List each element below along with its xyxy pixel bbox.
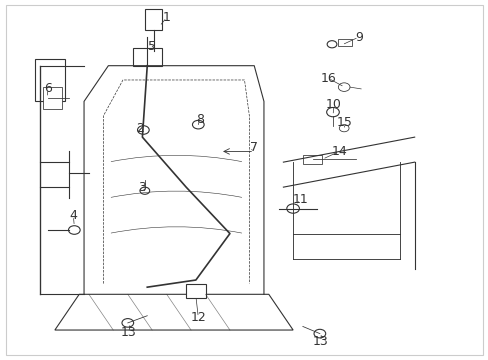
- Text: 13: 13: [312, 335, 328, 348]
- Text: 14: 14: [331, 145, 346, 158]
- Bar: [186, 284, 205, 298]
- Text: 13: 13: [121, 327, 136, 339]
- Bar: [42, 87, 62, 109]
- Bar: [132, 48, 162, 66]
- Text: 12: 12: [190, 311, 206, 324]
- Text: 5: 5: [148, 40, 156, 53]
- Text: 1: 1: [163, 11, 170, 24]
- Text: 4: 4: [69, 209, 77, 222]
- Text: 2: 2: [136, 122, 143, 135]
- Text: 15: 15: [336, 116, 352, 129]
- Bar: [144, 9, 162, 30]
- Text: 9: 9: [354, 31, 362, 44]
- Bar: [302, 155, 322, 164]
- Text: 7: 7: [250, 141, 258, 154]
- Bar: [35, 59, 64, 102]
- Text: 16: 16: [320, 72, 335, 85]
- Text: 8: 8: [195, 113, 203, 126]
- Text: 10: 10: [325, 99, 341, 112]
- Text: 11: 11: [292, 193, 307, 206]
- Text: 6: 6: [43, 82, 51, 95]
- Text: 3: 3: [138, 181, 146, 194]
- Bar: [337, 39, 352, 46]
